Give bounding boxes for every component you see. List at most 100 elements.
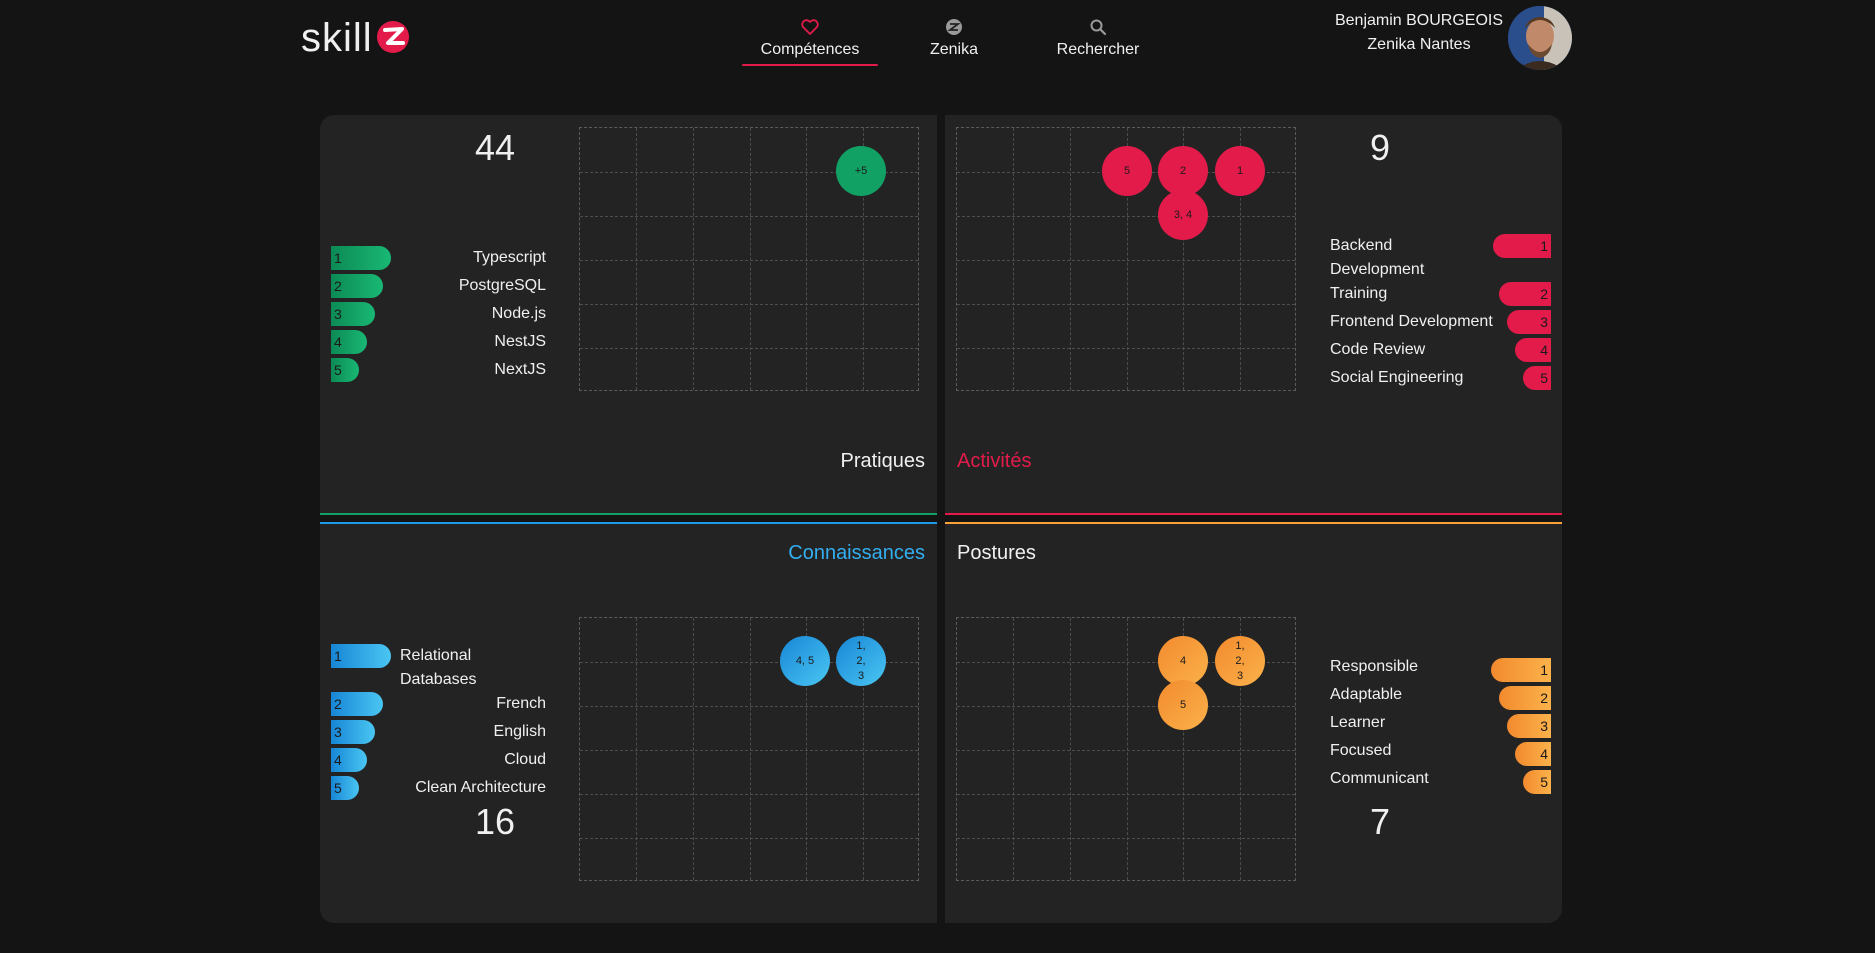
skills-grid: 5 2 1 3, 4	[956, 127, 1296, 391]
quadrant-activites[interactable]: 9 5 2 1 3, 4 Backend Development 1 Train…	[945, 115, 1562, 514]
ranking-item[interactable]: Adaptable 2	[1330, 683, 1551, 710]
nav-zenika[interactable]: Zenika	[882, 14, 1026, 64]
quadrant-postures[interactable]: Postures 4 1, 2, 3 5 Responsible 1 Adapt…	[945, 524, 1562, 923]
postures-divider	[945, 522, 1562, 524]
rank-label: Learner	[1330, 714, 1386, 731]
ranking-item[interactable]: 1 Relational Databases	[331, 644, 546, 692]
ranking-item[interactable]: 3 English	[331, 720, 546, 744]
rank-label: Backend Development	[1330, 237, 1425, 278]
quadrant-connaissances[interactable]: Connaissances 1 Relational Databases 2 F…	[320, 524, 937, 923]
rank-pill: 1	[331, 246, 391, 270]
rank-label: Focused	[1330, 742, 1392, 759]
skill-bubble[interactable]: 4, 5	[780, 636, 830, 686]
ranking-item[interactable]: 5 NextJS	[331, 358, 546, 382]
user-agency: Zenika Nantes	[1367, 36, 1471, 53]
skills-grid: 4 1, 2, 3 5	[956, 617, 1296, 881]
skill-bubble[interactable]: 1, 2, 3	[836, 636, 886, 686]
postures-count: 7	[1369, 801, 1391, 842]
rank-label: Responsible	[1330, 658, 1419, 675]
rank-label: Communicant	[1330, 770, 1429, 787]
nav-rechercher[interactable]: Rechercher	[1026, 14, 1170, 64]
logo-z-icon	[375, 18, 411, 59]
connaissances-divider	[320, 522, 937, 524]
ranking-item[interactable]: 1 Typescript	[331, 246, 546, 270]
activites-divider	[945, 513, 1562, 515]
rank-pill: 5	[331, 776, 359, 800]
rank-pill: 3	[1507, 714, 1551, 738]
skill-bubble[interactable]: 4	[1158, 636, 1208, 686]
rank-pill: 5	[1523, 770, 1551, 794]
nav-label: Compétences	[760, 41, 860, 58]
search-icon	[1089, 16, 1107, 38]
pratiques-count: 44	[474, 127, 516, 168]
rank-pill: 5	[1523, 366, 1551, 390]
rank-label: Typescript	[473, 249, 546, 266]
rank-pill: 4	[331, 330, 367, 354]
rank-label: Adaptable	[1330, 686, 1403, 703]
rank-pill: 5	[331, 358, 359, 382]
rank-label: Node.js	[491, 305, 546, 322]
main-nav: Compétences Zenika Rechercher	[738, 14, 1170, 66]
skill-bubble[interactable]: 3, 4	[1158, 190, 1208, 240]
ranking-item[interactable]: Frontend Development 3	[1330, 310, 1551, 334]
postures-title[interactable]: Postures	[957, 542, 1036, 564]
ranking-item[interactable]: Communicant 5	[1330, 767, 1551, 794]
logo-text: skill	[301, 16, 373, 60]
rank-pill: 1	[1493, 234, 1551, 258]
rank-pill: 1	[331, 644, 391, 668]
ranking-item[interactable]: Focused 4	[1330, 739, 1551, 766]
pratiques-divider	[320, 513, 937, 515]
ranking-item[interactable]: 5 Clean Architecture	[331, 776, 546, 800]
rank-pill: 2	[1499, 686, 1551, 710]
ranking-item[interactable]: 2 French	[331, 692, 546, 716]
nav-competences[interactable]: Compétences	[738, 14, 882, 66]
skills-grid: 4, 5 1, 2, 3	[579, 617, 919, 881]
rank-label: NestJS	[494, 333, 546, 350]
ranking-item[interactable]: Code Review 4	[1330, 338, 1551, 362]
ranking-item[interactable]: Responsible 1	[1330, 655, 1551, 682]
connaissances-title[interactable]: Connaissances	[788, 542, 925, 564]
ranking-item[interactable]: Learner 3	[1330, 711, 1551, 738]
ranking-item[interactable]: 2 PostgreSQL	[331, 274, 546, 298]
user-name: Benjamin BOURGEOIS	[1334, 12, 1504, 29]
rank-label: Relational Databases	[400, 647, 477, 688]
ranking-item[interactable]: Social Engineering 5	[1330, 366, 1551, 390]
rank-pill: 1	[1491, 658, 1551, 682]
skill-bubble[interactable]: 5	[1158, 680, 1208, 730]
skill-bubble[interactable]: +5	[836, 146, 886, 196]
skillz-logo[interactable]: skill	[301, 14, 411, 62]
rank-pill: 4	[1515, 338, 1551, 362]
nav-label: Zenika	[929, 41, 979, 58]
heart-icon	[801, 16, 819, 38]
nav-label: Rechercher	[1056, 41, 1140, 58]
user-info: Benjamin BOURGEOIS Zenika Nantes	[1334, 12, 1504, 54]
rank-label: Cloud	[504, 751, 546, 768]
rank-pill: 2	[1499, 282, 1551, 306]
ranking-item[interactable]: 4 Cloud	[331, 748, 546, 772]
activites-title[interactable]: Activités	[957, 450, 1032, 472]
skills-grid: +5	[579, 127, 919, 391]
rank-pill: 2	[331, 274, 383, 298]
rank-label: NextJS	[494, 361, 546, 378]
skill-bubble[interactable]: 1, 2, 3	[1215, 636, 1265, 686]
rank-pill: 3	[331, 720, 375, 744]
ranking-item[interactable]: 3 Node.js	[331, 302, 546, 326]
rank-label: French	[496, 695, 546, 712]
ranking-item[interactable]: Training 2	[1330, 282, 1551, 306]
rank-pill: 2	[331, 692, 383, 716]
ranking-item[interactable]: Backend Development 1	[1330, 234, 1551, 282]
skill-bubble[interactable]: 1	[1215, 146, 1265, 196]
quadrant-pratiques[interactable]: 44 1 Typescript 2 PostgreSQL 3 Node.js 4…	[320, 115, 937, 514]
skill-bubble[interactable]: 5	[1102, 146, 1152, 196]
ranking-item[interactable]: 4 NestJS	[331, 330, 546, 354]
rank-label: Social Engineering	[1330, 369, 1464, 386]
rank-label: Clean Architecture	[415, 779, 546, 796]
connaissances-count: 16	[474, 801, 516, 842]
rank-label: Training	[1330, 285, 1388, 302]
skill-bubble[interactable]: 2	[1158, 146, 1208, 196]
zenika-logo-icon	[945, 16, 963, 38]
pratiques-title[interactable]: Pratiques	[840, 450, 926, 472]
rank-pill: 4	[1515, 742, 1551, 766]
avatar[interactable]	[1508, 6, 1572, 70]
rank-label: English	[493, 723, 546, 740]
